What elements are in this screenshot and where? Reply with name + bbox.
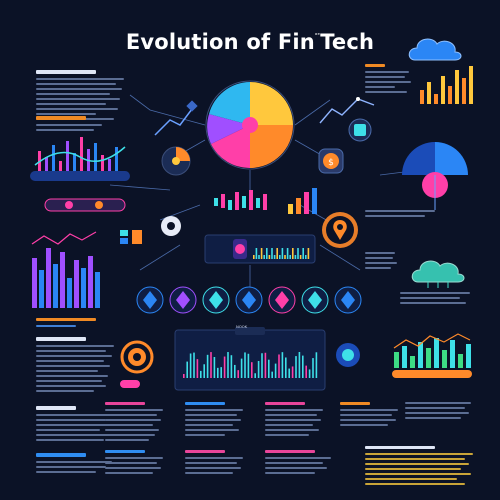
pie-chart-icon	[205, 80, 295, 170]
bottom-row-2-col-3	[265, 450, 335, 477]
bottom-col-3	[265, 402, 325, 439]
center-panel-label: ᴺᴼᴼᴷ	[236, 325, 248, 332]
network-cloud-icon	[411, 260, 465, 288]
lightbulb-icon	[161, 216, 181, 236]
pencil-chart-icon	[154, 100, 198, 136]
cloud-icon	[408, 38, 462, 61]
city-skyline-chart-icon	[31, 231, 100, 308]
device-icon	[348, 118, 372, 142]
bottom-yellow-list	[365, 446, 475, 488]
bottom-col-1	[105, 402, 165, 444]
subheading-block	[36, 116, 106, 134]
center-dashboard-panel	[174, 327, 326, 391]
left-text-block-2	[36, 337, 116, 395]
bar-growth-icon	[288, 188, 317, 214]
crystal-icons-row	[136, 286, 362, 314]
page-title: Evolution of FinᵃᵉTech	[125, 30, 375, 54]
left-text-block-1	[36, 318, 106, 330]
right-side-text	[400, 292, 480, 307]
bottom-col-4	[340, 402, 400, 429]
location-pin-icon	[322, 212, 358, 248]
bottom-row-2-col-1	[105, 450, 165, 477]
globe-gauge-icon	[402, 142, 468, 210]
signal-strip-icon	[204, 234, 316, 264]
right-bar-chart-icon	[420, 66, 473, 104]
right-top-text	[365, 64, 415, 96]
right-small-list	[365, 252, 401, 272]
svg-text:$: $	[328, 158, 334, 168]
left-text-block-4	[36, 453, 116, 476]
bottom-col-2	[185, 402, 245, 439]
neural-node-icon	[336, 343, 360, 367]
wallet-icon	[120, 230, 142, 244]
lower-right-bar-chart-icon	[392, 333, 472, 378]
left-text-block-3	[36, 406, 116, 444]
orange-dial-icon	[120, 340, 154, 374]
left-bar-chart-icon	[30, 137, 130, 181]
left-toggle-icon	[44, 198, 126, 212]
bottom-row-2-col-2	[185, 450, 245, 477]
right-mid-text	[365, 210, 445, 220]
coin-icon: $	[318, 148, 344, 174]
pink-switch-icon	[120, 380, 140, 388]
line-trend-icon	[319, 97, 375, 124]
gauge-icon	[161, 146, 191, 176]
candlestick-chart-icon	[214, 190, 267, 210]
bottom-col-5	[405, 402, 475, 422]
